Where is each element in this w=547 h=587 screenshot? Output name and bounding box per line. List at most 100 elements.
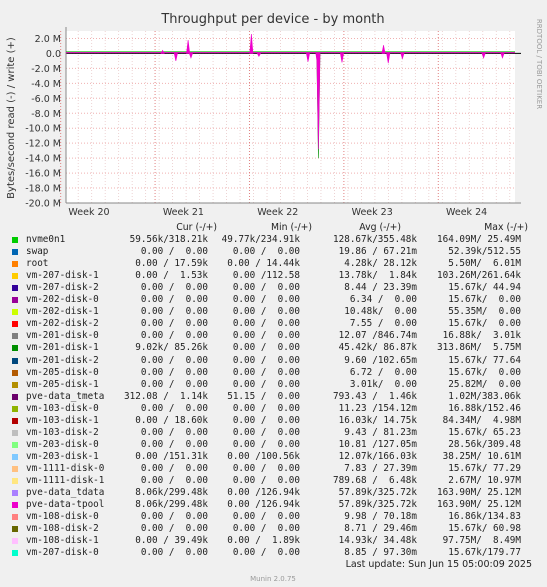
legend-cur: 0.00 /151.31k — [135, 450, 208, 462]
legend-swatch — [12, 490, 18, 497]
legend-max: 25.82M/ 0.00 — [448, 378, 521, 390]
legend-max: 163.90M/ 25.12M — [437, 487, 521, 499]
legend-max: 84.34M/ 4.98M — [442, 414, 521, 426]
legend-row: vm-203-disk-1 0.00 /151.31k 0.00 /100.56k 1… — [12, 451, 542, 463]
legend-row: vm-108-disk-1 0.00 / 39.49k 0.00 / 1.89k 14… — [12, 535, 542, 547]
legend-series-name: vm-205-disk-0 — [26, 366, 99, 378]
legend-max: 1.02M/383.06k — [448, 390, 521, 402]
y-tick-labels: 2.0 M 0.0 -2.0 M -4.0 M -6.0 M -8.0 M -10.0 M -… — [25, 34, 61, 210]
legend-avg: 57.89k/325.72k — [338, 487, 417, 499]
legend-avg: 789.68 / 6.48k — [333, 475, 417, 486]
series-spike — [400, 53, 405, 60]
legend-avg: 10.81 /127.05m — [338, 438, 417, 450]
legend-max: 16.88k/152.46 — [448, 402, 521, 414]
legend-max: 313.86M/ 5.75M — [437, 342, 521, 354]
legend-row: vm-201-disk-2 0.00 / 0.00 0.00 / 0.00 9.60 … — [12, 355, 542, 367]
legend-min: 0.00 / 0.00 — [232, 402, 300, 414]
legend-row: vm-1111-disk-0 0.00 / 0.00 0.00 / 0.00 7.83… — [12, 463, 542, 475]
legend-avg: 8.85 / 97.30m — [344, 547, 417, 559]
legend-swatch — [12, 526, 18, 533]
legend-row: vm-202-disk-2 0.00 / 0.00 0.00 / 0.00 7.55 … — [12, 318, 542, 330]
legend-min: 0.00 / 0.00 — [232, 306, 300, 318]
legend-max: 5.50M/ 6.01M — [448, 258, 521, 270]
series-spike — [256, 53, 262, 58]
legend-cur: 0.00 / 0.00 — [140, 330, 208, 342]
legend-cur: 9.02k/ 85.26k — [135, 342, 208, 354]
last-update: Last update: Sun Jun 15 05:00:09 2025 — [346, 559, 532, 570]
series-spike — [173, 53, 178, 61]
legend-min: 0.00 / 14.44k — [227, 258, 300, 270]
legend-series-name: vm-202-disk-0 — [26, 294, 99, 306]
legend-min: 0.00 / 0.00 — [232, 547, 300, 559]
x-tick-label: Week 21 — [163, 207, 204, 218]
legend-cur: 8.06k/299.48k — [135, 487, 208, 499]
legend-row: vm-203-disk-0 0.00 / 0.00 0.00 / 0.00 10.81… — [12, 439, 542, 451]
legend-row: vm-108-disk-2 0.00 / 0.00 0.00 / 0.00 8.71 … — [12, 523, 542, 535]
legend-max: 15.67k/179.77 — [448, 547, 521, 559]
legend-row: vm-205-disk-0 0.00 / 0.00 0.00 / 0.00 6.72 … — [12, 367, 542, 379]
legend-max: 15.67k/ 77.64 — [448, 354, 521, 366]
legend-series-name: vm-207-disk-1 — [26, 270, 99, 282]
legend-avg: 6.72 / 0.00 — [349, 366, 417, 378]
legend-avg: 128.67k/355.48k — [333, 234, 417, 245]
series-spike — [306, 53, 310, 62]
legend-min: 0.00 /112.58 — [232, 270, 300, 282]
legend-row: vm-202-disk-0 0.00 / 0.00 0.00 / 0.00 6.34 … — [12, 294, 542, 306]
legend-swatch — [12, 273, 18, 280]
legend-swatch — [12, 345, 18, 352]
legend-swatch — [12, 429, 18, 436]
legend-swatch — [12, 417, 18, 424]
legend-column-header: Min (-/+) — [271, 222, 312, 233]
legend-swatch — [12, 357, 18, 364]
y-axis-label: Bytes/second read (-) / write (+) — [6, 37, 17, 199]
legend-min: 0.00 / 0.00 — [232, 330, 300, 342]
legend-row: vm-207-disk-0 0.00 / 0.00 0.00 / 0.00 8.85 … — [12, 547, 542, 559]
x-tick-label: Week 22 — [257, 207, 298, 218]
legend-max: 15.67k/ 65.23 — [448, 426, 521, 438]
legend-max: 2.67M/ 10.97M — [448, 475, 521, 486]
legend-min: 0.00 / 0.00 — [232, 282, 300, 294]
legend-max: 55.35M/ 0.00 — [448, 306, 521, 318]
legend-swatch — [12, 453, 18, 460]
legend-swatch — [12, 550, 18, 557]
legend-swatch — [12, 478, 18, 484]
legend-swatch — [12, 285, 18, 292]
series-spike — [249, 33, 254, 54]
legend-min: 49.77k/234.91k — [221, 234, 300, 245]
series-spike — [481, 53, 486, 59]
legend-avg: 6.34 / 0.00 — [349, 294, 417, 306]
y-tick-label: 2.0 M — [35, 34, 61, 45]
legend-series-name: vm-207-disk-0 — [26, 547, 99, 559]
legend-series-name: swap — [26, 246, 49, 258]
legend-cur: 0.00 / 0.00 — [140, 438, 208, 450]
y-tick-label: -20.0 M — [25, 199, 61, 210]
legend-min: 0.00 / 1.89k — [227, 535, 300, 547]
legend-max: 16.86k/134.83 — [448, 511, 521, 523]
legend-cur: 0.00 / 0.00 — [140, 462, 208, 474]
legend-swatch — [12, 538, 18, 545]
legend-cur: 0.00 / 0.00 — [140, 511, 208, 523]
legend-swatch — [12, 441, 18, 448]
series-spike — [500, 53, 505, 59]
legend-series-name: vm-207-disk-2 — [26, 282, 99, 294]
legend-min: 0.00 / 0.00 — [232, 378, 300, 390]
legend-cur: 0.00 / 0.00 — [140, 306, 208, 318]
legend-max: 103.26M/261.64k — [437, 270, 521, 282]
legend-max: 28.56k/309.48 — [448, 438, 521, 450]
legend-series-name: vm-203-disk-1 — [26, 450, 99, 462]
legend-series-name: vm-205-disk-1 — [26, 378, 99, 390]
legend-max: 15.67k/ 60.98 — [448, 523, 521, 535]
legend-series-name: vm-201-disk-0 — [26, 330, 99, 342]
legend-cur: 0.00 / 39.49k — [135, 535, 208, 547]
legend-avg: 13.78k/ 1.84k — [338, 270, 417, 282]
series-spike — [386, 53, 391, 64]
legend-max: 15.67k/ 0.00 — [448, 318, 521, 330]
legend-series-name: vm-108-disk-2 — [26, 523, 99, 535]
legend-cur: 0.00 / 0.00 — [140, 318, 208, 330]
legend-max: 164.09M/ 25.49M — [437, 234, 521, 245]
legend-cur: 59.56k/318.21k — [129, 234, 208, 245]
legend-series-name: vm-1111-disk-1 — [26, 475, 105, 486]
legend-avg: 10.48k/ 0.00 — [344, 306, 417, 318]
legend-min: 0.00 / 0.00 — [232, 511, 300, 523]
